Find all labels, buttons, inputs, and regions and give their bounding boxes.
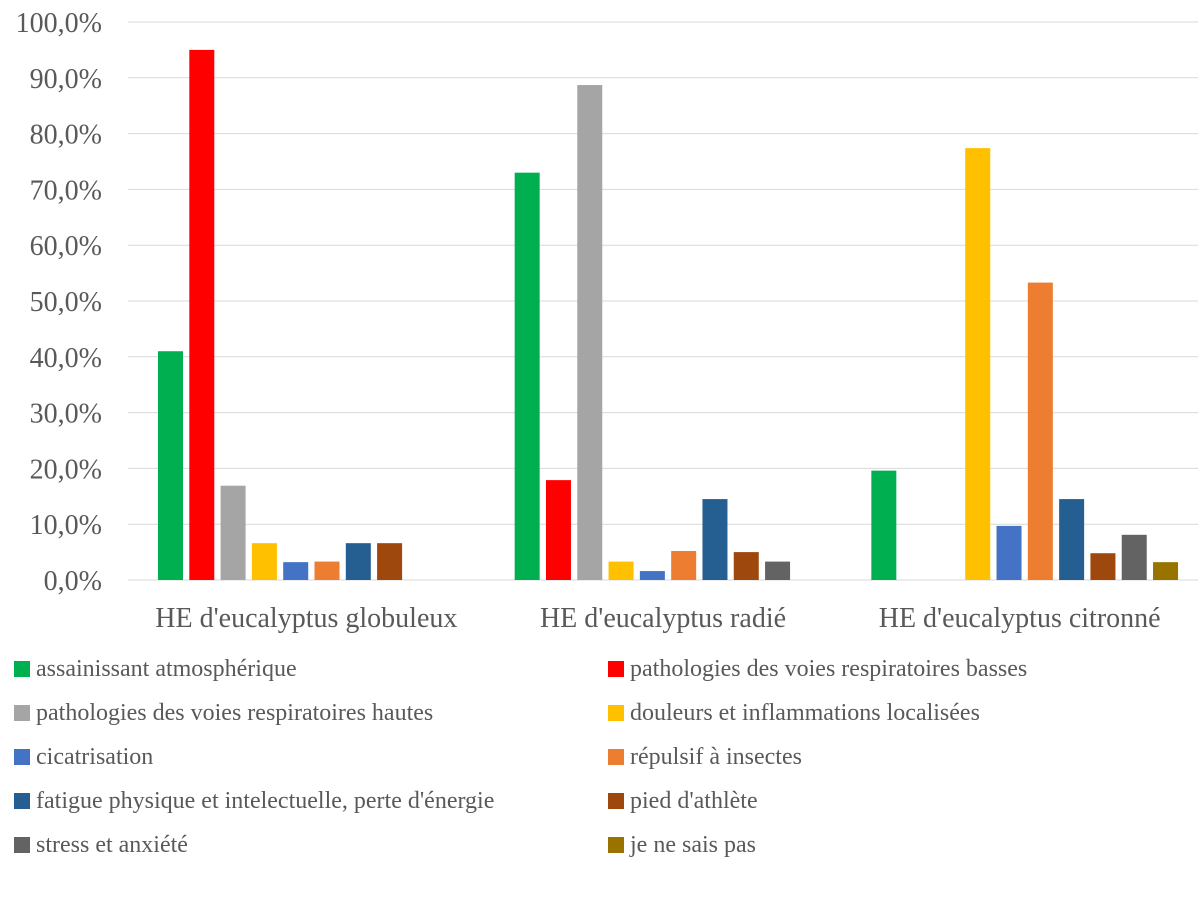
y-tick-label: 10,0% (30, 510, 102, 541)
bar (965, 148, 991, 580)
legend-swatch (14, 793, 30, 809)
y-tick-label: 90,0% (30, 64, 102, 95)
x-category-label: HE d'eucalyptus citronné (879, 603, 1161, 634)
legend-label: stress et anxiété (36, 831, 188, 858)
legend-swatch (608, 705, 624, 721)
y-tick-label: 80,0% (30, 120, 102, 151)
legend-item: cicatrisation (14, 740, 153, 774)
legend-swatch (14, 837, 30, 853)
y-tick-label: 0,0% (44, 566, 102, 597)
bar (733, 552, 759, 580)
bar-chart: 0,0% 10,0% 20,0% 30,0% 40,0% 50,0% 60,0% 70,0% 8… (16, 8, 1198, 634)
y-tick-label: 20,0% (30, 454, 102, 485)
legend-item: fatigue physique et intelectuelle, perte… (14, 784, 494, 818)
bar (996, 525, 1022, 580)
y-tick-label: 100,0% (16, 8, 102, 39)
legend-item: je ne sais pas (608, 828, 756, 862)
legend-swatch (608, 661, 624, 677)
legend-label: répulsif à insectes (630, 743, 802, 770)
bar (189, 49, 215, 580)
bar (514, 172, 540, 580)
legend-label: pathologies des voies respiratoires haut… (36, 699, 434, 726)
bar (251, 543, 277, 580)
y-tick-label: 50,0% (30, 287, 102, 318)
bar (220, 485, 246, 580)
legend-label: assainissant atmosphérique (36, 655, 297, 682)
y-tick-label: 70,0% (30, 175, 102, 206)
bar (1059, 499, 1085, 580)
y-tick-label: 30,0% (30, 399, 102, 430)
legend-item: douleurs et inflammations localisées (608, 696, 980, 730)
bar (639, 571, 665, 580)
bar (1153, 562, 1179, 580)
legend-swatch (14, 661, 30, 677)
y-tick-label: 60,0% (30, 231, 102, 262)
legend-label: pied d'athlète (630, 787, 758, 814)
legend-item: pathologies des voies respiratoires bass… (608, 652, 1027, 686)
bar (765, 561, 791, 580)
x-category-label: HE d'eucalyptus globuleux (155, 603, 457, 634)
legend-swatch (608, 837, 624, 853)
legend-label: douleurs et inflammations localisées (630, 699, 980, 726)
legend-label: pathologies des voies respiratoires bass… (630, 655, 1028, 682)
legend-label: cicatrisation (36, 743, 154, 770)
legend-label: fatigue physique et intelectuelle, perte… (36, 787, 495, 814)
legend-item: stress et anxiété (14, 828, 188, 862)
legend-swatch (608, 749, 624, 765)
bar (314, 561, 340, 580)
legend-label: je ne sais pas (630, 831, 756, 858)
bar (345, 543, 371, 580)
bar (671, 550, 697, 580)
legend-item: pied d'athlète (608, 784, 758, 818)
bar (1090, 553, 1116, 580)
y-tick-label: 40,0% (30, 343, 102, 374)
bar (1027, 282, 1053, 580)
bar (577, 85, 603, 580)
legend-item: pathologies des voies respiratoires haut… (14, 696, 433, 730)
bar (871, 470, 897, 580)
bar (377, 543, 403, 580)
legend-item: répulsif à insectes (608, 740, 802, 774)
legend-swatch (14, 705, 30, 721)
legend-swatch (608, 793, 624, 809)
bar (702, 499, 728, 580)
bar (608, 561, 634, 580)
bar (158, 351, 183, 580)
x-category-label: HE d'eucalyptus radié (540, 603, 786, 634)
bar (283, 562, 309, 580)
bar (1121, 534, 1147, 580)
bar (545, 480, 571, 580)
legend-item: assainissant atmosphérique (14, 652, 297, 686)
legend-swatch (14, 749, 30, 765)
